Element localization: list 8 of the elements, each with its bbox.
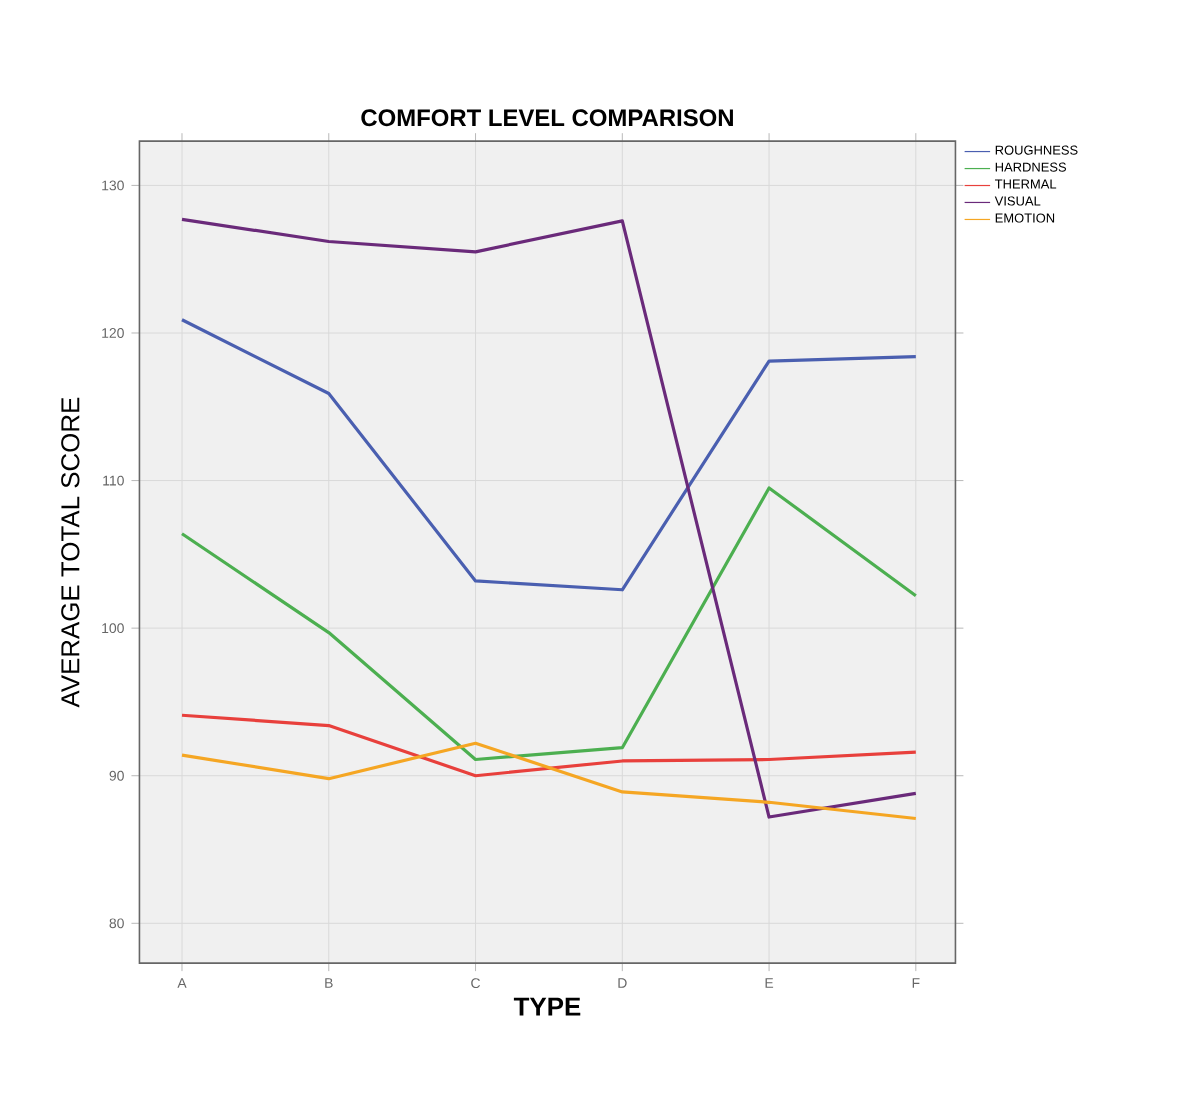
line-series bbox=[180, 713, 918, 778]
line-series bbox=[180, 741, 918, 821]
x-axis-title: TYPE bbox=[513, 997, 581, 1016]
chart-title: COMFORT LEVEL COMPARISON bbox=[361, 109, 733, 127]
line-series bbox=[180, 486, 918, 762]
line-series bbox=[180, 217, 918, 819]
y-axis-title: AVERAGE TOTAL SCORE bbox=[61, 397, 80, 708]
line-series bbox=[180, 318, 918, 592]
